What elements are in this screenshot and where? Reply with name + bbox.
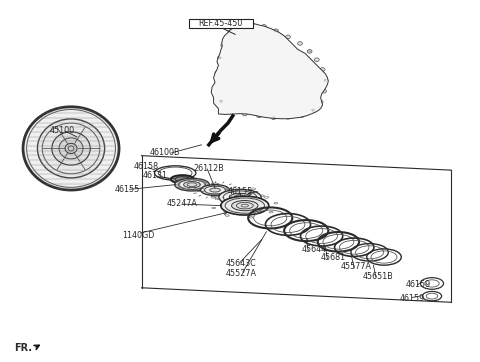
Ellipse shape xyxy=(59,138,83,159)
Text: 1140GD: 1140GD xyxy=(122,231,155,240)
Ellipse shape xyxy=(175,178,209,191)
Ellipse shape xyxy=(217,56,222,60)
Ellipse shape xyxy=(286,35,290,39)
Text: 45100: 45100 xyxy=(49,126,74,135)
Ellipse shape xyxy=(228,30,233,34)
Text: 45577A: 45577A xyxy=(341,262,372,271)
Ellipse shape xyxy=(262,25,266,28)
Ellipse shape xyxy=(214,85,218,89)
Ellipse shape xyxy=(257,114,262,118)
Ellipse shape xyxy=(271,116,276,119)
Ellipse shape xyxy=(318,100,323,104)
Ellipse shape xyxy=(238,24,242,28)
Ellipse shape xyxy=(221,43,226,47)
Text: 46155: 46155 xyxy=(228,188,253,196)
Text: 45681: 45681 xyxy=(321,253,346,262)
Text: 45527A: 45527A xyxy=(226,269,257,278)
Text: FR.: FR. xyxy=(14,342,32,353)
Text: 46159: 46159 xyxy=(406,281,431,289)
Ellipse shape xyxy=(250,22,254,26)
Text: 46100B: 46100B xyxy=(150,148,180,157)
Text: 45651B: 45651B xyxy=(362,272,393,281)
Ellipse shape xyxy=(323,79,328,82)
Ellipse shape xyxy=(314,58,319,62)
Ellipse shape xyxy=(175,177,190,182)
FancyBboxPatch shape xyxy=(189,19,253,28)
Ellipse shape xyxy=(274,29,278,33)
Ellipse shape xyxy=(232,201,258,211)
Ellipse shape xyxy=(52,132,90,165)
Text: 46159: 46159 xyxy=(400,294,425,303)
Ellipse shape xyxy=(171,175,194,183)
Ellipse shape xyxy=(37,119,105,178)
Ellipse shape xyxy=(298,42,302,45)
Ellipse shape xyxy=(311,109,315,112)
Ellipse shape xyxy=(219,189,261,205)
Ellipse shape xyxy=(183,182,201,188)
Ellipse shape xyxy=(23,107,119,190)
Ellipse shape xyxy=(299,114,304,118)
Ellipse shape xyxy=(240,51,296,90)
Text: 45644: 45644 xyxy=(301,245,326,253)
Text: 46158: 46158 xyxy=(133,162,158,171)
Text: 45643C: 45643C xyxy=(226,259,256,268)
Text: 46155: 46155 xyxy=(114,185,140,194)
Ellipse shape xyxy=(307,50,312,53)
Text: 45247A: 45247A xyxy=(167,199,198,208)
Text: 26112B: 26112B xyxy=(193,164,224,173)
Ellipse shape xyxy=(215,71,220,74)
Ellipse shape xyxy=(218,100,223,103)
Ellipse shape xyxy=(242,112,247,116)
Polygon shape xyxy=(211,24,328,119)
Ellipse shape xyxy=(210,188,220,192)
Ellipse shape xyxy=(65,143,77,153)
Ellipse shape xyxy=(201,185,229,195)
Ellipse shape xyxy=(286,115,290,119)
Ellipse shape xyxy=(320,68,325,71)
Text: 46131: 46131 xyxy=(143,171,168,180)
Ellipse shape xyxy=(221,196,269,215)
Text: REF.45-450: REF.45-450 xyxy=(199,19,243,28)
Ellipse shape xyxy=(322,89,326,93)
Ellipse shape xyxy=(229,193,251,201)
